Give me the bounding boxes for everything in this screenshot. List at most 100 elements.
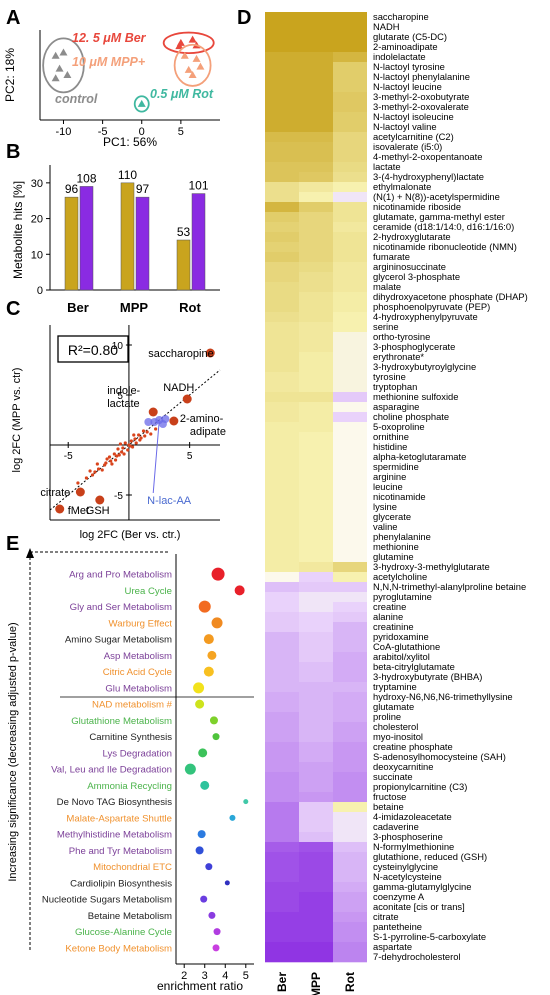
- heatmap-cell: [299, 392, 333, 403]
- fc-labeled-point: [95, 495, 105, 505]
- heatmap-cell: [265, 182, 299, 193]
- heatmap-cell: [299, 152, 333, 163]
- heatmap-cell: [299, 582, 333, 593]
- heatmap-cell: [265, 262, 299, 273]
- heatmap-cell: [265, 522, 299, 533]
- heatmap-row-label: ortho-tyrosine: [373, 331, 430, 342]
- fc-point: [126, 448, 130, 452]
- fc-point-label: saccharopine: [148, 348, 213, 360]
- fc-labeled-point: [169, 416, 179, 426]
- heatmap-row-label: ceramide (d18:1/14:0, d16:1/16:0): [373, 221, 514, 232]
- panel-letter-a: A: [6, 7, 20, 29]
- heatmap-cell: [265, 582, 299, 593]
- pathway-label: Carnitine Synthesis: [89, 732, 172, 743]
- heatmap-cell: [299, 142, 333, 153]
- heatmap-cell: [333, 852, 367, 863]
- pathway-label: Warburg Effect: [109, 618, 173, 629]
- heatmap-cell: [333, 632, 367, 643]
- heatmap-cell: [333, 112, 367, 123]
- heatmap-cell: [299, 372, 333, 383]
- heatmap-cell: [265, 82, 299, 93]
- heatmap-cell: [299, 132, 333, 143]
- fc-labeled-point: [75, 487, 85, 497]
- heatmap-row-label: asparagine: [373, 401, 419, 412]
- pathway-label: Asp Metabolism: [104, 651, 172, 662]
- heatmap-row-label: succinate: [373, 771, 413, 782]
- pca-group-label: 12. 5 μM Ber: [72, 31, 147, 45]
- heatmap-row-label: valine: [373, 521, 398, 532]
- heatmap-cell: [265, 682, 299, 693]
- enrichment-x-tick-label: 2: [181, 970, 187, 982]
- pca-point: [196, 62, 205, 70]
- heatmap-cell: [299, 862, 333, 873]
- heatmap-cell: [299, 732, 333, 743]
- fc-point-label: 2-amino-: [180, 413, 224, 425]
- enrichment-dot: [208, 911, 216, 919]
- heatmap-row-label: creatine phosphate: [373, 741, 453, 752]
- heatmap-row-label: tryptamine: [373, 681, 417, 692]
- enrichment-dot: [184, 763, 196, 775]
- heatmap-row-label: tryptophan: [373, 381, 417, 392]
- fc-point: [118, 442, 123, 446]
- heatmap-cell: [265, 852, 299, 863]
- pca-point: [188, 35, 197, 43]
- heatmap-cell: [265, 282, 299, 293]
- heatmap-row-label: aconitate [cis or trans]: [373, 901, 465, 912]
- heatmap-row-label: N-lactoyl isoleucine: [373, 111, 454, 122]
- fc-point: [113, 458, 118, 462]
- heatmap-row-label: phenylalanine: [373, 531, 431, 542]
- heatmap-cell: [265, 642, 299, 653]
- enrichment-dot: [207, 650, 217, 660]
- bar-y-label: Metabolite hits [%]: [11, 181, 25, 279]
- fc-point-label: citrate: [40, 487, 70, 499]
- heatmap-cell: [299, 902, 333, 913]
- heatmap-cell: [333, 202, 367, 213]
- heatmap-cell: [265, 112, 299, 123]
- heatmap-cell: [265, 422, 299, 433]
- heatmap-cell: [299, 242, 333, 253]
- heatmap-cell: [265, 822, 299, 833]
- heatmap-row-label: N-lactoyl tyrosine: [373, 61, 445, 72]
- fc-labeled-point: [55, 504, 65, 514]
- heatmap-row-label: saccharopine: [373, 11, 429, 22]
- fc-point-label: GSH: [86, 505, 110, 517]
- heatmap-cell: [333, 502, 367, 513]
- heatmap-cell: [333, 712, 367, 723]
- fc-point: [104, 461, 108, 465]
- heatmap-row-label: 4-hydroxyphenylpyruvate: [373, 311, 478, 322]
- heatmap-row-label: 2-hydroxyglutarate: [373, 231, 451, 242]
- heatmap-cell: [333, 82, 367, 93]
- bar-value-label: 53: [177, 225, 191, 239]
- pca-ellipse: [42, 37, 85, 94]
- panel-letter-c: C: [6, 298, 20, 320]
- heatmap-row-label: glycerate: [373, 511, 411, 522]
- heatmap-cell: [299, 362, 333, 373]
- heatmap-cell: [333, 782, 367, 793]
- heatmap-cell: [299, 92, 333, 103]
- heatmap-cell: [299, 112, 333, 123]
- heatmap-row-label: tyrosine: [373, 371, 406, 382]
- heatmap-cell: [333, 62, 367, 73]
- heatmap-cell: [333, 792, 367, 803]
- heatmap-cell: [265, 692, 299, 703]
- heatmap-cell: [265, 942, 299, 953]
- fc-point: [115, 454, 119, 458]
- heatmap-cell: [333, 442, 367, 453]
- fc-x-tick-label: -5: [64, 451, 73, 462]
- enrichment-dot: [211, 617, 223, 629]
- heatmap-cell: [333, 922, 367, 933]
- r2-box: [57, 335, 129, 363]
- heatmap-cell: [265, 52, 299, 63]
- heatmap-cell: [265, 882, 299, 893]
- heatmap-cell: [299, 802, 333, 813]
- heatmap-cell: [333, 282, 367, 293]
- bar: [120, 182, 135, 291]
- heatmap-cell: [333, 262, 367, 273]
- pca-point: [137, 99, 146, 107]
- heatmap-cell: [299, 542, 333, 553]
- pathway-label: Urea Cycle: [125, 586, 172, 597]
- heatmap-cell: [333, 362, 367, 373]
- heatmap-row-label: creatinine: [373, 621, 414, 632]
- heatmap-cell: [299, 12, 333, 23]
